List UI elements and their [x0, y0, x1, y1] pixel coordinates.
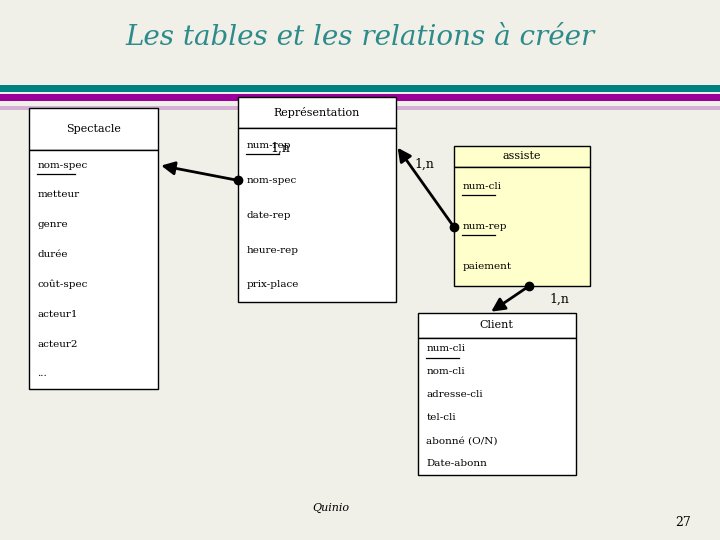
Text: 1,n: 1,n — [549, 293, 570, 306]
Text: Les tables et les relations à créer: Les tables et les relations à créer — [125, 24, 595, 51]
Text: nom-cli: nom-cli — [426, 367, 465, 376]
Text: acteur2: acteur2 — [37, 340, 78, 348]
Text: Spectacle: Spectacle — [66, 124, 121, 134]
Text: nom-spec: nom-spec — [37, 160, 88, 170]
Text: ...: ... — [37, 369, 48, 379]
Text: prix-place: prix-place — [246, 280, 299, 289]
Text: Représentation: Représentation — [274, 107, 360, 118]
Text: 1,n: 1,n — [271, 141, 291, 154]
FancyBboxPatch shape — [0, 85, 720, 92]
Text: num-rep: num-rep — [462, 222, 507, 231]
Text: adresse-cli: adresse-cli — [426, 390, 483, 400]
FancyBboxPatch shape — [418, 338, 576, 475]
FancyBboxPatch shape — [238, 128, 396, 302]
FancyBboxPatch shape — [29, 108, 158, 150]
Text: Quinio: Quinio — [312, 503, 350, 513]
Text: date-rep: date-rep — [246, 211, 291, 220]
FancyBboxPatch shape — [454, 167, 590, 286]
Text: coût-spec: coût-spec — [37, 280, 88, 289]
Text: abonné (O/N): abonné (O/N) — [426, 436, 498, 446]
Text: 1,n: 1,n — [415, 158, 435, 171]
FancyBboxPatch shape — [418, 313, 576, 338]
Text: durée: durée — [37, 250, 68, 259]
Text: nom-spec: nom-spec — [246, 176, 297, 185]
Text: metteur: metteur — [37, 191, 80, 199]
Text: paiement: paiement — [462, 262, 511, 271]
Text: num-cli: num-cli — [426, 345, 465, 354]
Text: genre: genre — [37, 220, 68, 229]
Text: acteur1: acteur1 — [37, 310, 78, 319]
FancyBboxPatch shape — [238, 97, 396, 128]
Text: Date-abonn: Date-abonn — [426, 459, 487, 468]
Text: 27: 27 — [675, 516, 691, 529]
FancyBboxPatch shape — [454, 146, 590, 167]
Text: num-rep: num-rep — [246, 141, 291, 150]
Text: assiste: assiste — [503, 151, 541, 161]
FancyBboxPatch shape — [0, 94, 720, 101]
Text: Client: Client — [480, 320, 514, 330]
FancyBboxPatch shape — [29, 150, 158, 389]
FancyBboxPatch shape — [0, 106, 720, 110]
Text: heure-rep: heure-rep — [246, 246, 298, 254]
Text: num-cli: num-cli — [462, 183, 501, 191]
Text: tel-cli: tel-cli — [426, 413, 456, 422]
